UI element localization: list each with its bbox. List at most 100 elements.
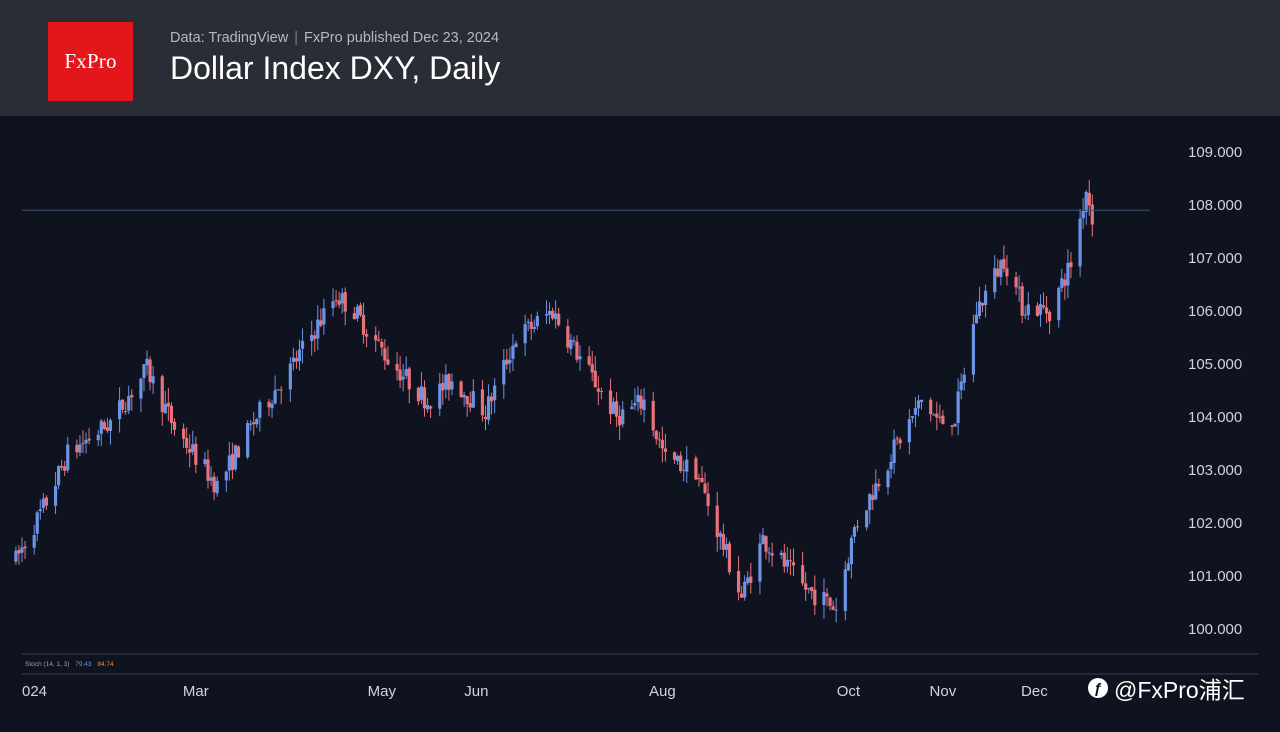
candle-body — [657, 439, 661, 441]
candle-body — [959, 381, 963, 391]
y-tick-label: 101.000 — [1188, 568, 1242, 585]
candle-body — [892, 439, 896, 464]
candle-body — [1014, 277, 1018, 288]
x-tick-label: Mar — [183, 683, 209, 700]
candle-body — [1090, 204, 1094, 225]
candle-body — [1081, 211, 1085, 219]
candle-body — [471, 391, 475, 408]
candle-body — [514, 343, 518, 348]
x-tick-label: Jun — [464, 683, 488, 700]
candle-body — [81, 443, 85, 445]
candle-body — [313, 335, 317, 340]
candle-body — [871, 495, 875, 500]
candle-body — [489, 396, 494, 402]
candle-body — [569, 339, 573, 349]
candle-body — [105, 427, 109, 431]
candle-body — [20, 547, 24, 553]
candle-body — [651, 400, 655, 431]
candle-body — [444, 374, 448, 390]
candle-body — [630, 406, 634, 410]
candle-body — [429, 406, 433, 409]
candle-body — [1026, 304, 1030, 315]
candle-body — [294, 358, 299, 362]
header-bar: FxPro Data: TradingView | FxPro published … — [0, 0, 1280, 116]
candle-body — [182, 428, 186, 439]
candle-body — [910, 416, 914, 419]
candle-body — [297, 349, 302, 362]
candle-body — [267, 401, 271, 408]
candle-body — [374, 335, 378, 341]
candle-body — [849, 537, 854, 565]
candle-body — [828, 597, 832, 606]
candle-body — [258, 401, 262, 418]
candle-body — [447, 373, 451, 390]
indicator-d-value: 84.74 — [97, 661, 114, 668]
chart-title: Dollar Index DXY, Daily — [170, 50, 501, 86]
candle-body — [1041, 305, 1046, 308]
candle-body — [404, 369, 408, 376]
candle-body — [1063, 279, 1067, 286]
price-axis: 109.000 108.000 107.000 106.000 105.000 104.0… — [1188, 144, 1242, 638]
candle-body — [718, 532, 722, 537]
candle-body — [60, 465, 64, 468]
candle-body — [932, 414, 936, 416]
candle-body — [63, 466, 67, 471]
candle-body — [557, 313, 561, 325]
divider: | — [294, 30, 298, 46]
candle-body — [38, 509, 42, 512]
candle-body — [383, 348, 387, 361]
candle-body — [715, 505, 719, 537]
candle-body — [459, 381, 463, 397]
candle-body — [169, 405, 174, 423]
candle-body — [1057, 287, 1061, 321]
indicator-k-value: 79.43 — [75, 661, 92, 668]
candle-body — [980, 302, 985, 306]
candle-body — [865, 510, 869, 528]
published-label: FxPro published Dec 23, 2024 — [304, 30, 500, 46]
candle-body — [825, 593, 829, 597]
candle-body — [697, 477, 701, 479]
candle-body — [450, 381, 454, 390]
candle-body — [96, 434, 100, 441]
candle-body — [950, 425, 954, 427]
candle-body — [322, 308, 326, 325]
candle-body — [407, 368, 411, 390]
candle-body — [877, 484, 881, 487]
candle-body — [230, 453, 235, 470]
time-axis: 024 Mar May Jun Aug Oct Nov Dec — [22, 683, 1048, 700]
candle-body — [505, 359, 509, 365]
candle-body — [889, 461, 893, 470]
candle-body — [319, 320, 323, 326]
candle-body — [974, 314, 979, 324]
candle-body — [380, 341, 384, 348]
candle-body — [438, 383, 442, 409]
candle-body — [468, 403, 472, 408]
candle-body — [554, 313, 558, 320]
candle-body — [804, 583, 808, 590]
y-tick-label: 108.000 — [1188, 197, 1242, 214]
candle-body — [166, 402, 170, 407]
candle-body — [822, 592, 826, 606]
candle-body — [743, 581, 747, 598]
candle-body — [395, 363, 399, 371]
indicator-label: Stoch (14, 1, 3) 79.43 84.74 — [25, 661, 114, 668]
y-tick-label: 100.000 — [1188, 621, 1242, 638]
candle-body — [736, 571, 741, 593]
candles-group — [14, 179, 1094, 623]
candle-body — [535, 315, 539, 327]
candle-body — [102, 422, 106, 429]
candle-body — [898, 439, 902, 444]
watermark-text: @FxPro浦汇 — [1114, 677, 1245, 703]
candle-body — [846, 563, 850, 571]
candle-body — [999, 260, 1003, 277]
candle-body — [971, 324, 975, 375]
candle-body — [596, 388, 600, 392]
candle-body — [203, 459, 207, 465]
candle-body — [855, 526, 860, 528]
candle-body — [32, 535, 36, 548]
candle-body — [75, 444, 79, 453]
candle-body — [572, 340, 576, 342]
candle-body — [779, 552, 783, 555]
candle-body — [334, 300, 338, 302]
candle-body — [913, 408, 918, 415]
